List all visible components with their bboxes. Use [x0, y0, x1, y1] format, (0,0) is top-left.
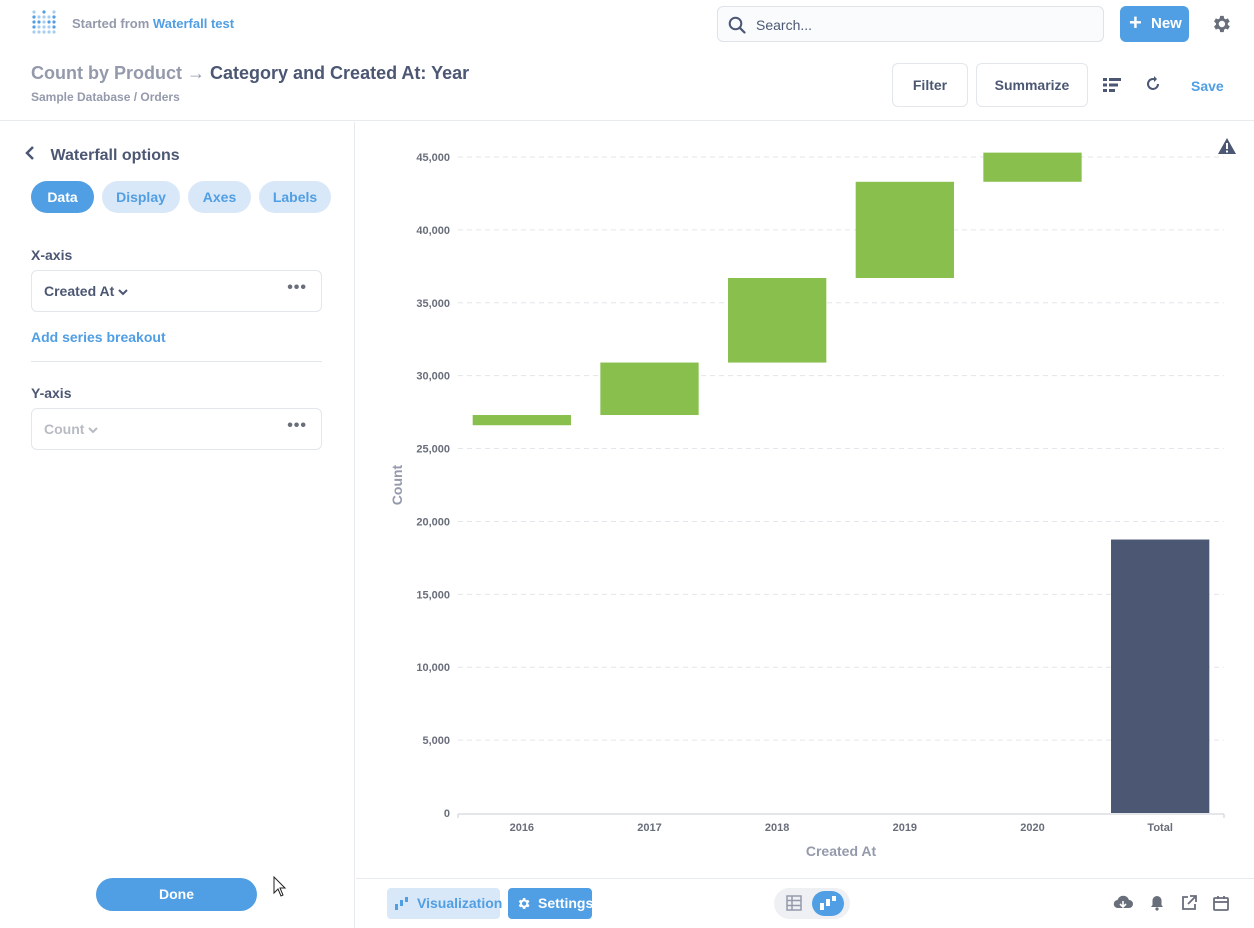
chart-view-active[interactable]: [812, 891, 844, 916]
y-tick-label: 15,000: [416, 589, 450, 601]
tab-labels[interactable]: Labels: [259, 181, 331, 213]
summarize-button[interactable]: Summarize: [976, 63, 1088, 107]
chevron-left-icon[interactable]: [24, 146, 36, 160]
started-from-text: Started from Waterfall test: [72, 16, 234, 31]
settings-button[interactable]: Settings: [508, 888, 594, 919]
settings-label: Settings: [538, 895, 594, 911]
y-tick-label: 5,000: [422, 735, 450, 747]
breadcrumb-database[interactable]: Sample Database: [31, 90, 131, 104]
breadcrumb-separator: /: [133, 90, 138, 104]
x-tick-label: 2016: [510, 822, 534, 834]
add-series-breakout-link[interactable]: Add series breakout: [31, 329, 166, 345]
gear-icon: [518, 898, 530, 909]
title-arrow: →: [187, 63, 206, 83]
warning-icon[interactable]: [1217, 137, 1237, 155]
chevron-down-icon: [88, 427, 99, 434]
chart-area: 0 5,000 10,000 15,000 20,000 25,000 30,000 35,0…: [356, 122, 1254, 877]
search-icon: [728, 16, 746, 34]
filter-button[interactable]: Filter: [892, 63, 968, 107]
notebook-editor-icon[interactable]: [1103, 77, 1121, 93]
x-tick-label: 2019: [893, 822, 917, 834]
refresh-icon[interactable]: [1145, 76, 1161, 92]
waterfall-icon: [820, 896, 836, 910]
page-title: Count by Product → Category and Created …: [31, 63, 469, 84]
tab-data[interactable]: Data: [31, 181, 94, 213]
more-options-icon[interactable]: •••: [287, 279, 307, 296]
x-tick-label: 2017: [637, 822, 661, 834]
visualization-label: Visualization: [417, 895, 503, 911]
yaxis-field-select[interactable]: Count •••: [31, 408, 322, 450]
search-placeholder: Search...: [756, 17, 813, 33]
waterfall-options-sidebar: Waterfall options Data Display Axes Labe…: [0, 122, 355, 928]
y-tick-label: 20,000: [416, 516, 450, 528]
more-options-icon[interactable]: •••: [287, 417, 307, 434]
y-tick-label: 40,000: [416, 225, 450, 237]
tab-axes[interactable]: Axes: [188, 181, 251, 213]
search-input[interactable]: Search...: [717, 6, 1104, 42]
started-from-link[interactable]: Waterfall test: [152, 16, 235, 31]
y-tick-label: 25,000: [416, 444, 450, 456]
breadcrumb: Sample Database / Orders: [31, 90, 180, 104]
bar-2018[interactable]: [728, 277, 827, 363]
waterfall-icon: [395, 897, 408, 910]
y-tick-label: 0: [444, 808, 450, 820]
table-chart-toggle[interactable]: [774, 888, 850, 919]
waterfall-chart[interactable]: 0 5,000 10,000 15,000 20,000 25,000 30,000 35,0…: [356, 122, 1254, 877]
y-tick-label: 10,000: [416, 662, 450, 674]
bar-2017[interactable]: [600, 362, 699, 416]
bar-2020[interactable]: [983, 152, 1082, 182]
top-navbar: Started from Waterfall test Search... + …: [0, 0, 1254, 48]
xaxis-label: X-axis: [31, 247, 73, 263]
yaxis-field-value: Count: [44, 421, 99, 437]
bar-total[interactable]: [1111, 539, 1210, 813]
yaxis-field-text: Count: [44, 421, 85, 437]
save-button[interactable]: Save: [1191, 78, 1224, 94]
metabase-logo-icon[interactable]: [31, 9, 57, 35]
chevron-down-icon: [118, 289, 128, 296]
sidebar-title-text: Waterfall options: [50, 147, 180, 164]
breadcrumb-table[interactable]: Orders: [140, 90, 180, 104]
title-main: Count by Product: [31, 63, 182, 83]
y-axis-title: Count: [389, 464, 405, 505]
y-tick-label: 45,000: [416, 152, 450, 164]
xaxis-field-text: Created At: [44, 283, 115, 299]
new-button[interactable]: + New: [1120, 6, 1189, 42]
yaxis-label: Y-axis: [31, 385, 72, 401]
table-icon[interactable]: [786, 895, 802, 911]
x-axis-title: Created At: [806, 843, 877, 859]
y-tick-label: 35,000: [416, 298, 450, 310]
divider: [31, 361, 322, 362]
x-tick-label: 2018: [765, 822, 789, 834]
visualization-button[interactable]: Visualization: [387, 888, 503, 919]
share-icon[interactable]: [1181, 895, 1197, 911]
sidebar-title[interactable]: Waterfall options: [24, 146, 180, 165]
bell-icon[interactable]: [1149, 895, 1165, 911]
started-from-prefix: Started from: [72, 16, 150, 31]
new-button-label: New: [1151, 15, 1182, 32]
x-tick-label: 2020: [1020, 822, 1044, 834]
mouse-cursor-icon: [273, 876, 287, 897]
bar-2016[interactable]: [472, 415, 571, 426]
plus-icon: +: [1129, 10, 1142, 35]
gear-icon[interactable]: [1210, 13, 1232, 35]
done-button[interactable]: Done: [96, 878, 257, 911]
xaxis-field-value: Created At: [44, 283, 128, 299]
tab-display[interactable]: Display: [102, 181, 180, 213]
y-tick-label: 30,000: [416, 371, 450, 383]
footer-bar: Visualization Settings: [356, 878, 1254, 928]
question-header: Count by Product → Category and Created …: [0, 48, 1254, 121]
bar-2019[interactable]: [855, 181, 954, 278]
calendar-icon[interactable]: [1213, 895, 1229, 911]
title-rest: Category and Created At: Year: [210, 63, 470, 83]
download-icon[interactable]: [1113, 895, 1133, 911]
xaxis-field-select[interactable]: Created At •••: [31, 270, 322, 312]
x-tick-label: Total: [1147, 822, 1172, 834]
